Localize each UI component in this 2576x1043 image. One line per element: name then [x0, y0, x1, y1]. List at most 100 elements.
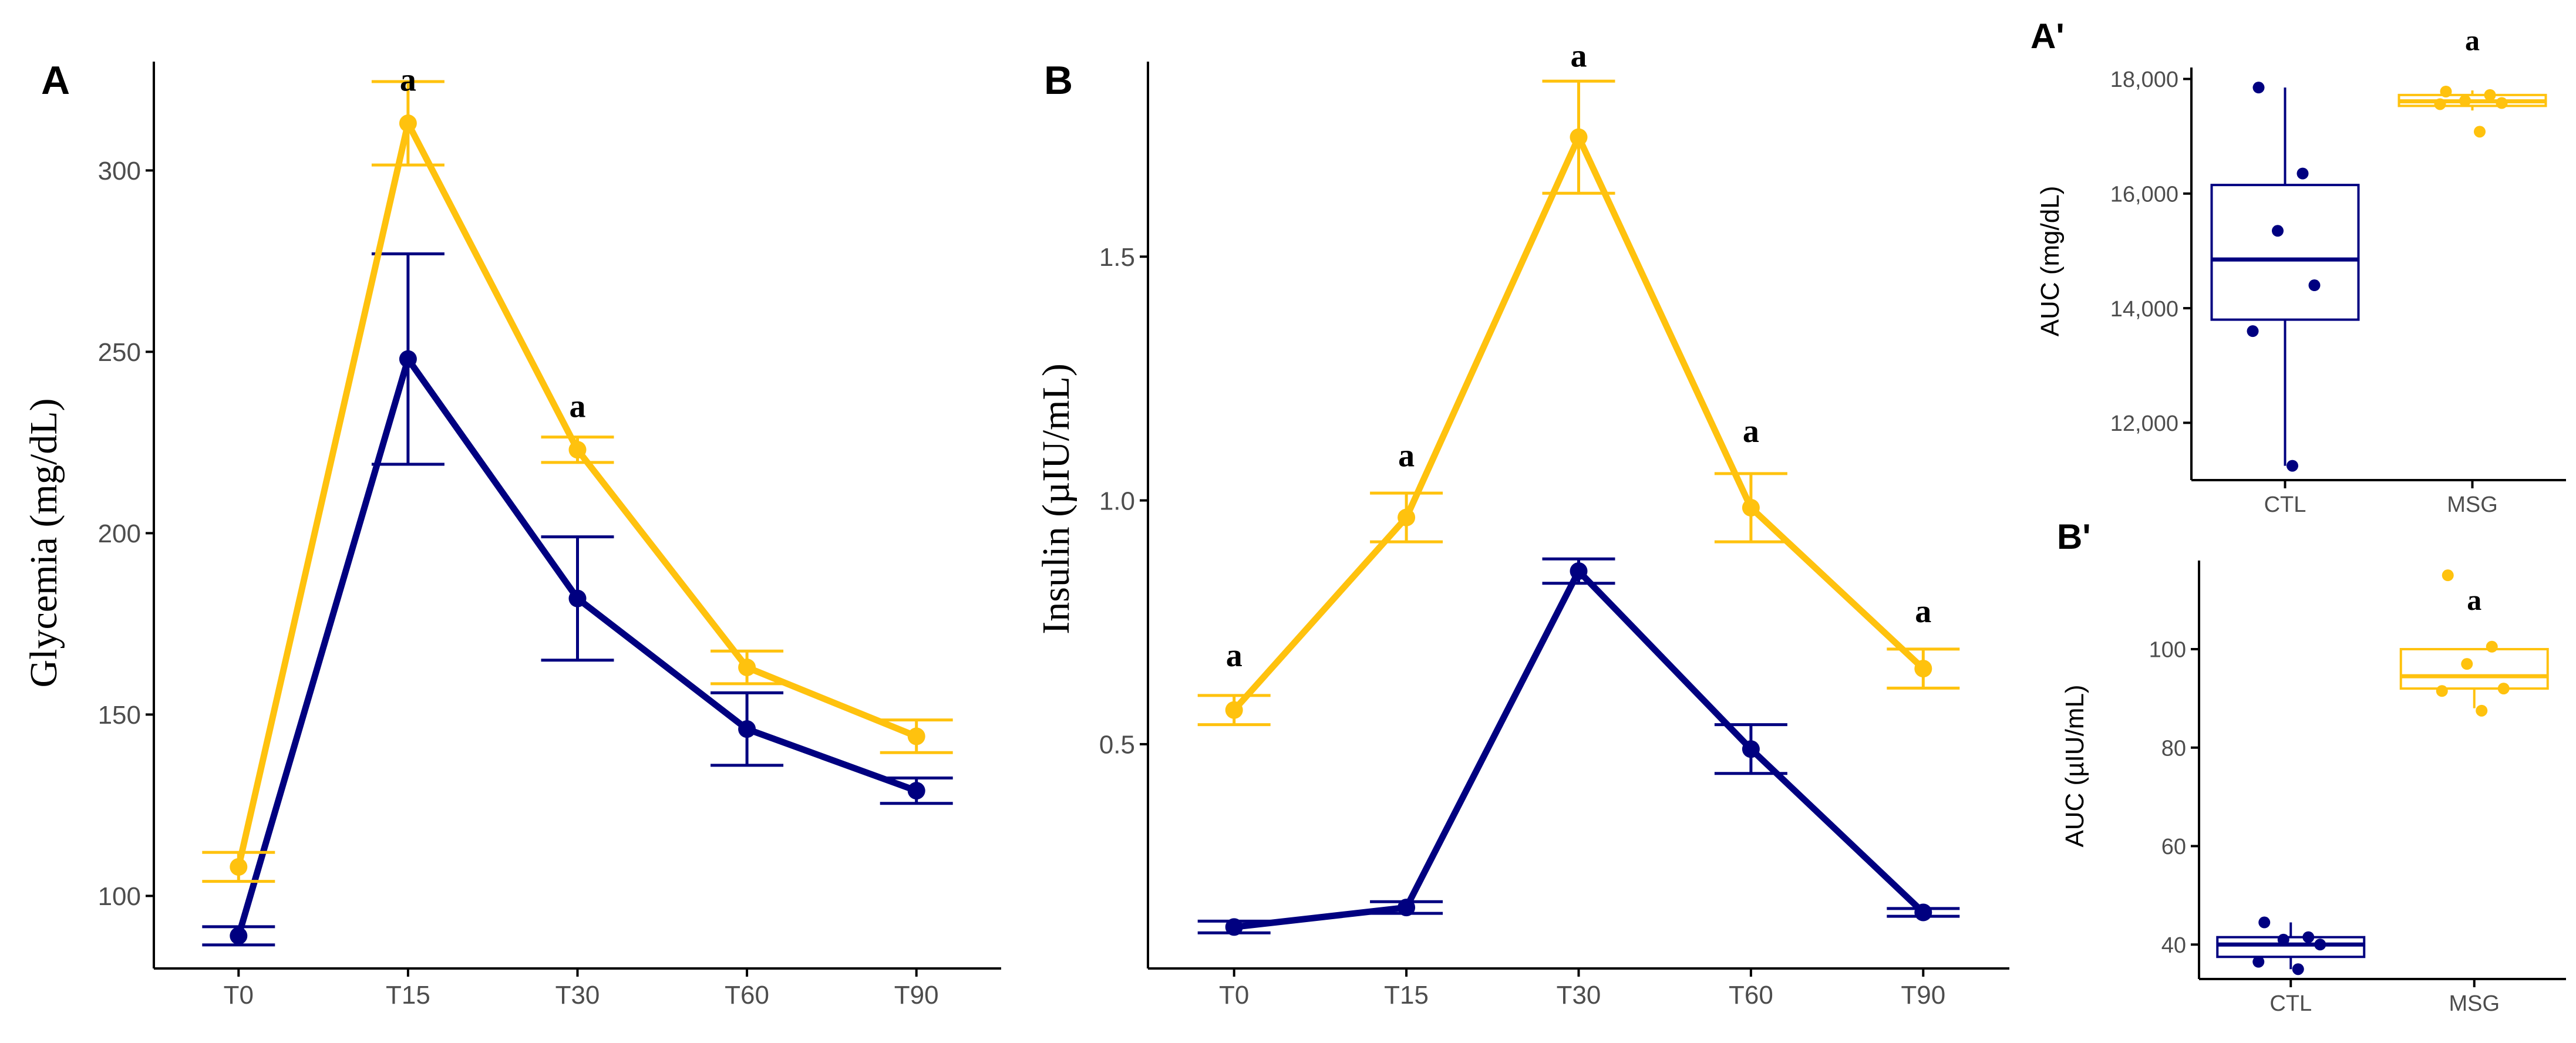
- panel-a-y-axis-title: Glycemia (mg/dL): [22, 398, 65, 687]
- significance-label: a: [570, 389, 586, 425]
- series-line-ctl: [1234, 568, 1926, 930]
- data-point-ctl: [1225, 918, 1243, 936]
- x-tick-label: CTL: [2264, 492, 2306, 517]
- x-tick-label: T90: [894, 981, 939, 1010]
- data-point-ctl: [2296, 167, 2309, 180]
- y-tick-label: 18,000: [2110, 67, 2178, 92]
- data-point-ctl: [2272, 225, 2284, 237]
- y-tick-label: 60: [2161, 835, 2186, 859]
- y-tick-label: 100: [2149, 638, 2186, 663]
- data-point-ctl: [1914, 903, 1932, 922]
- panel-a-prime: A' AUC (mg/dL) 12,000 14,000 16,000 18,000 C…: [2031, 16, 2566, 517]
- data-point-msg: [2484, 89, 2496, 101]
- significance-label: a: [1571, 38, 1587, 74]
- y-tick-label: 14,000: [2110, 297, 2178, 322]
- data-point-msg: [2486, 640, 2498, 653]
- significance-label: a: [1915, 593, 1931, 630]
- data-point-msg: [1914, 660, 1932, 678]
- data-point-msg: [1225, 701, 1243, 719]
- x-tick-label: MSG: [2449, 991, 2500, 1016]
- data-point-ctl: [399, 350, 417, 368]
- data-point-msg: [2476, 704, 2488, 717]
- data-point-msg: [230, 858, 248, 876]
- box-msg: [2399, 647, 2549, 690]
- data-point-ctl: [2308, 279, 2321, 292]
- data-point-msg: [2461, 658, 2473, 670]
- x-tick-label: T60: [725, 981, 769, 1010]
- data-point-ctl: [738, 720, 756, 738]
- data-point-ctl: [2302, 931, 2315, 943]
- data-point-msg: [2474, 126, 2486, 138]
- data-point-ctl: [2292, 963, 2304, 976]
- x-tick-label: T15: [1384, 981, 1429, 1010]
- panel-a-prime-label: A': [2031, 16, 2065, 56]
- panel-b: B Insulin (µIU/mL) 0.5 1.0 1.5 T0 T15 T30 T60 T…: [1035, 38, 2009, 1010]
- data-point-ctl: [2252, 82, 2265, 94]
- y-tick-label: 300: [98, 157, 141, 185]
- data-point-msg: [738, 659, 756, 677]
- panel-b-prime-y-axis-title: AUC (µIU/mL): [2060, 684, 2089, 847]
- data-point-ctl: [2258, 916, 2271, 929]
- panel-b-prime: B' AUC (µIU/mL) 40 60 80 100 CTL MSG a: [2057, 517, 2566, 1016]
- data-point-ctl: [2247, 325, 2259, 337]
- y-tick-label: 80: [2161, 736, 2186, 761]
- data-point-ctl: [1570, 562, 1588, 580]
- significance-label: a: [2465, 24, 2480, 57]
- x-tick-label: T0: [224, 981, 254, 1010]
- significance-label: a: [2467, 583, 2481, 616]
- y-tick-label: 100: [98, 882, 141, 911]
- data-point-ctl: [2277, 933, 2289, 946]
- series-line-msg: [1231, 134, 1926, 713]
- significance-label: a: [1743, 413, 1759, 450]
- data-point-msg: [1398, 508, 1416, 526]
- significance-label: a: [400, 62, 416, 98]
- y-tick-label: 16,000: [2110, 182, 2178, 207]
- significance-label: a: [1226, 637, 1242, 674]
- y-tick-label: 1.5: [1099, 243, 1135, 272]
- x-tick-label: T15: [386, 981, 430, 1010]
- data-point-msg: [2440, 86, 2452, 98]
- panel-b-label: B: [1044, 58, 1073, 103]
- data-point-ctl: [230, 927, 248, 945]
- y-tick-label: 0.5: [1099, 731, 1135, 760]
- data-point-ctl: [1742, 740, 1760, 758]
- data-point-ctl: [1398, 899, 1416, 917]
- y-tick-label: 200: [98, 519, 141, 548]
- x-tick-label: CTL: [2269, 991, 2312, 1016]
- panel-a: A Glycemia (mg/dL) 100 150 200 250 300 T0 T15 T…: [22, 58, 1001, 1010]
- box-ctl: [2210, 184, 2360, 321]
- data-point-msg: [1742, 499, 1760, 517]
- data-point-msg: [1570, 128, 1588, 146]
- significance-label: a: [1398, 437, 1415, 474]
- data-point-ctl: [2252, 956, 2265, 968]
- data-point-msg: [907, 727, 925, 745]
- y-tick-label: 12,000: [2110, 411, 2178, 436]
- data-point-ctl: [2287, 460, 2298, 472]
- x-tick-label: T60: [1729, 981, 1773, 1010]
- x-tick-label: MSG: [2447, 492, 2498, 517]
- x-tick-label: T30: [555, 981, 600, 1010]
- data-point-msg: [399, 114, 417, 133]
- y-tick-label: 40: [2161, 933, 2186, 958]
- x-tick-label: T90: [1901, 981, 1945, 1010]
- data-point-msg: [2436, 685, 2448, 697]
- data-point-msg: [2497, 683, 2510, 695]
- x-tick-label: T0: [1219, 981, 1249, 1010]
- data-point-ctl: [568, 589, 587, 607]
- panel-a-label: A: [41, 58, 70, 103]
- data-point-msg: [2459, 94, 2471, 107]
- y-tick-label: 1.0: [1099, 487, 1135, 515]
- data-point-msg: [568, 441, 587, 459]
- data-point-ctl: [2314, 939, 2326, 951]
- data-point-msg: [2442, 569, 2454, 582]
- data-point-msg: [2496, 97, 2508, 109]
- panel-b-prime-label: B': [2057, 517, 2091, 556]
- y-tick-label: 150: [98, 701, 141, 730]
- box-ctl: [2216, 936, 2366, 958]
- x-tick-label: T30: [1557, 981, 1601, 1010]
- data-point-msg: [2434, 98, 2446, 110]
- data-point-ctl: [907, 782, 925, 800]
- panel-a-prime-y-axis-title: AUC (mg/dL): [2036, 186, 2065, 337]
- panel-b-y-axis-title: Insulin (µIU/mL): [1035, 363, 1077, 634]
